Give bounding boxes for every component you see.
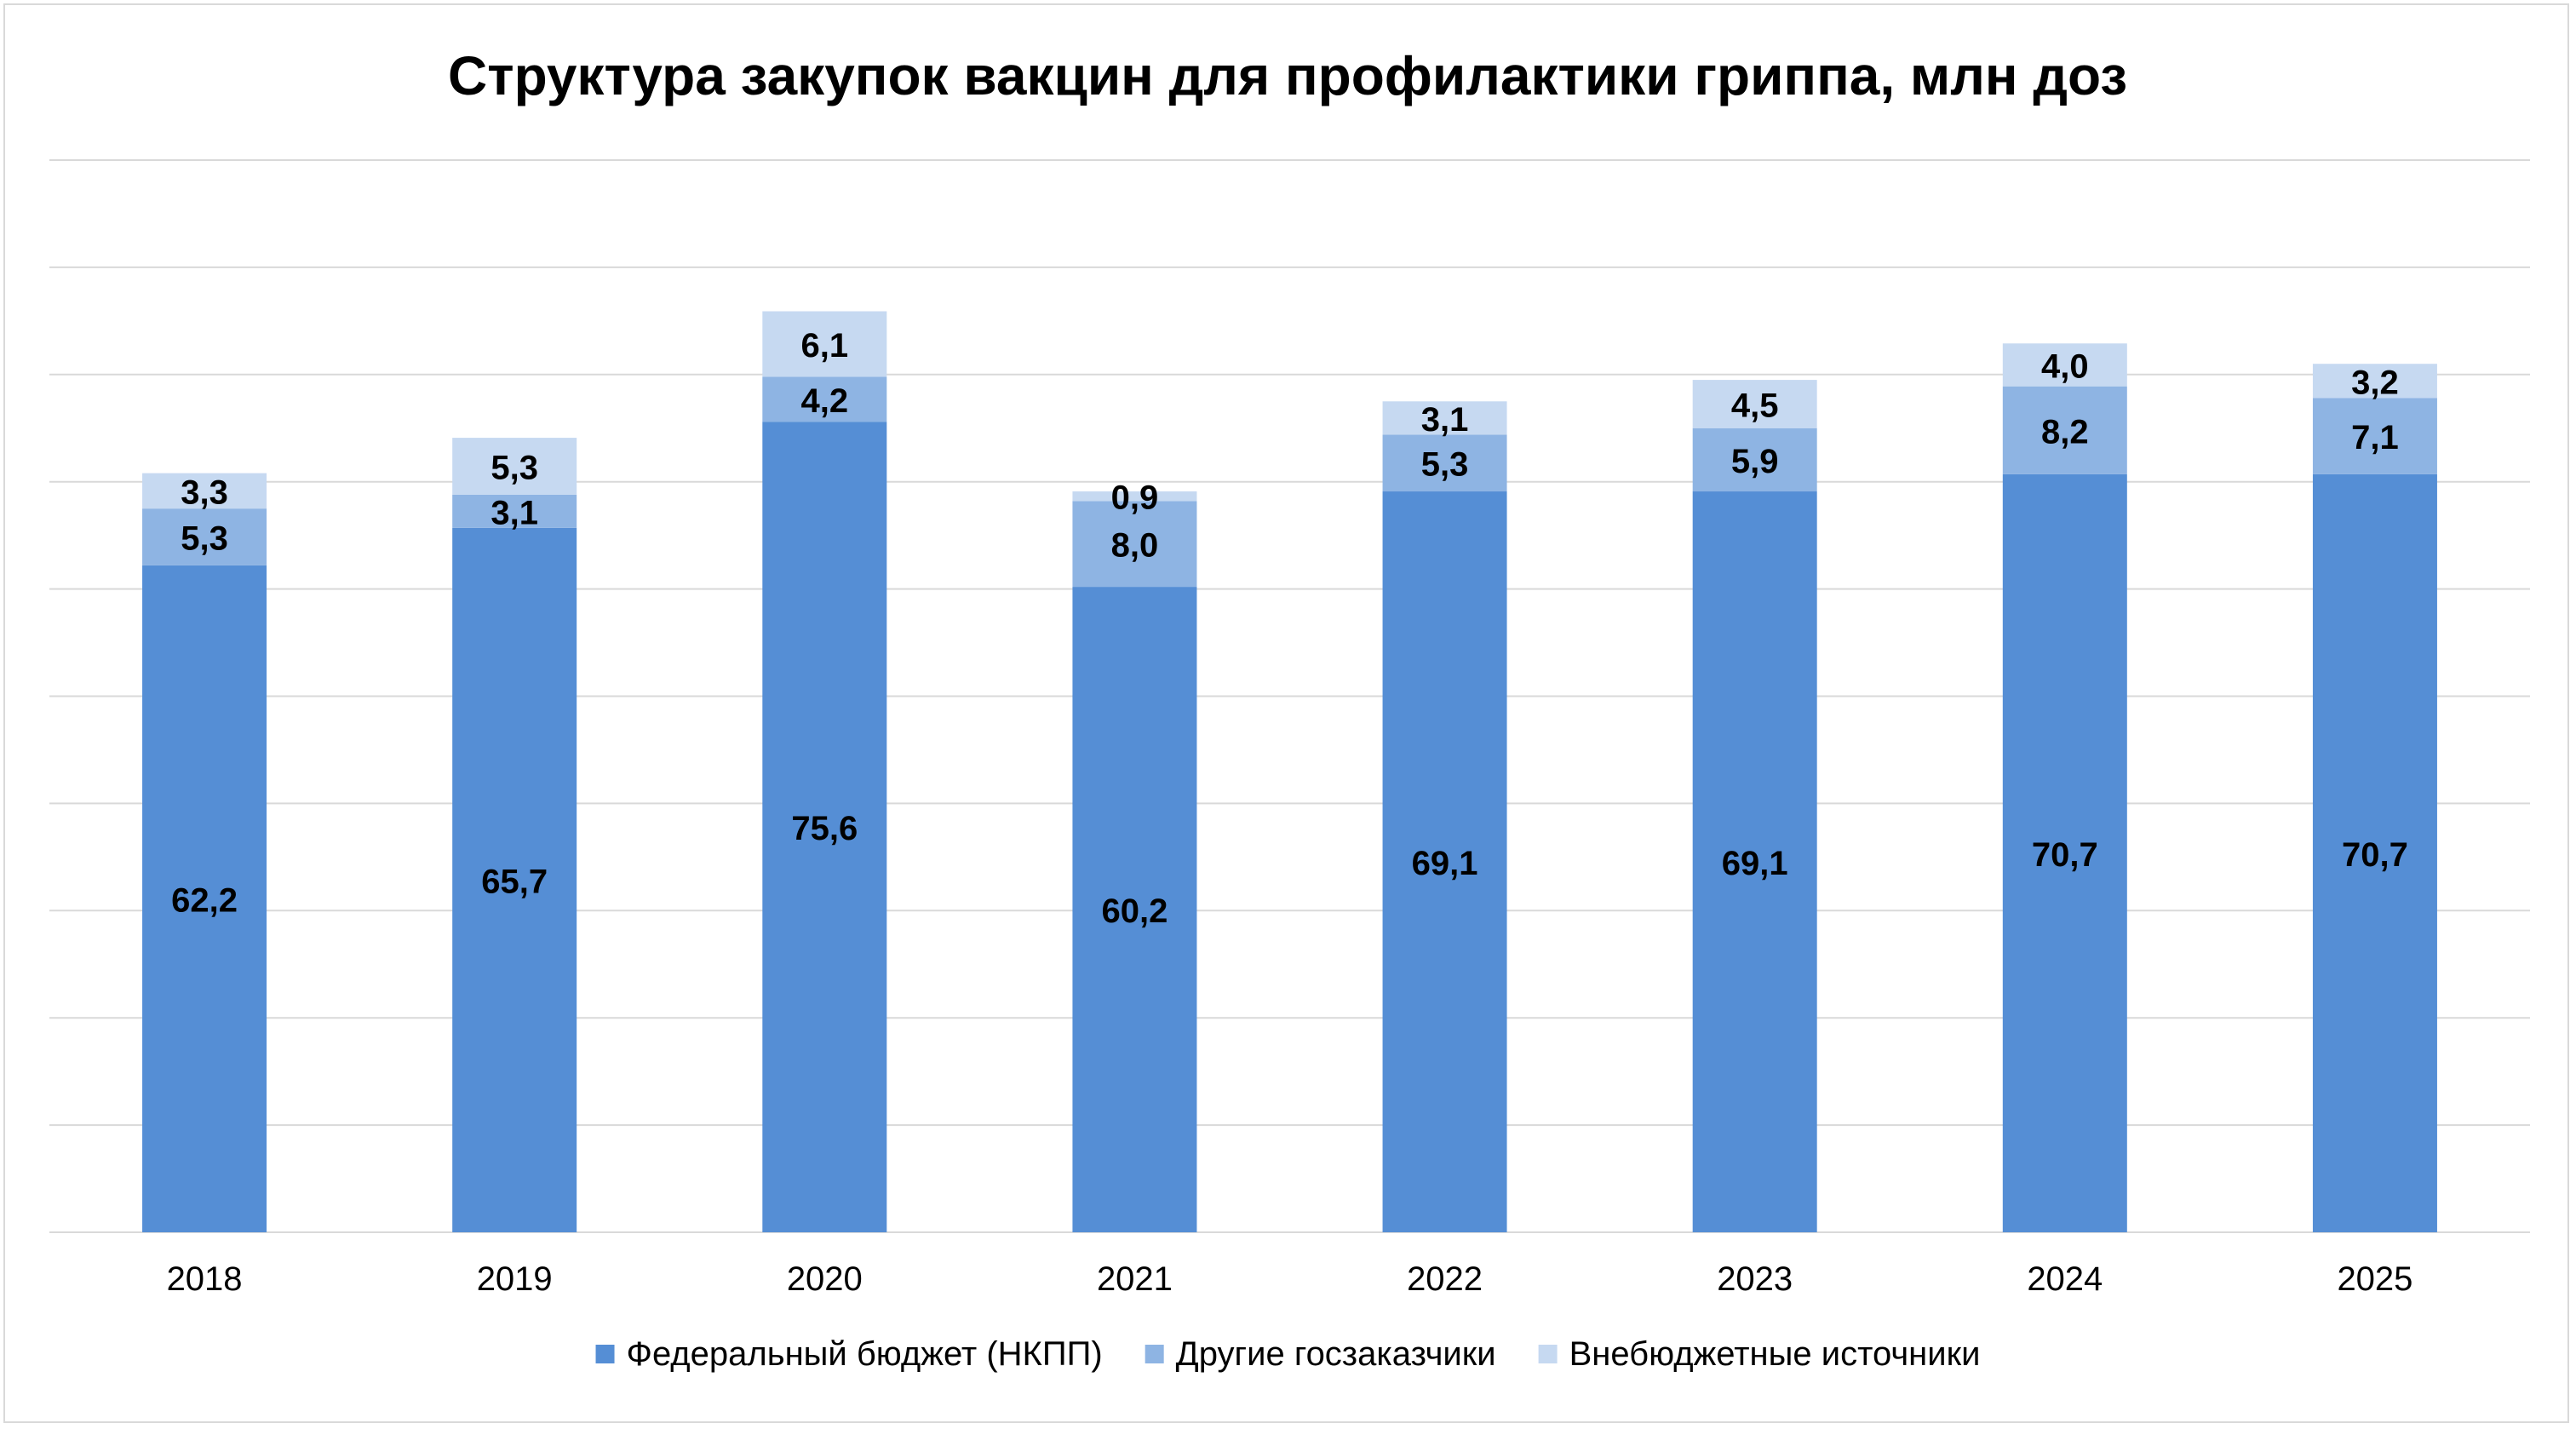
x-tick-label: 2019 (477, 1260, 553, 1298)
data-labels: 62,2 5,3 3,3 65,7 3,1 5,3 75,6 4,2 6,1 60,2 8,0 0,9… (171, 327, 2408, 930)
x-tick-label: 2021 (1097, 1260, 1173, 1298)
legend-label: Федеральный бюджет (НКПП) (627, 1335, 1103, 1373)
data-label: 5,3 (1421, 446, 1469, 484)
data-label: 69,1 (1412, 845, 1478, 882)
legend-label: Другие госзаказчики (1176, 1335, 1496, 1373)
data-label: 70,7 (2032, 836, 2098, 874)
bar-segment (1072, 491, 1197, 502)
data-label: 3,2 (2351, 364, 2399, 401)
data-label: 3,3 (181, 473, 228, 511)
bar-segment (1072, 501, 1197, 588)
x-tick-label: 2025 (2337, 1260, 2412, 1298)
bar-segment (2312, 364, 2437, 399)
data-label: 3,1 (491, 494, 538, 531)
chart-title: Структура закупок вакцин для профилактик… (448, 45, 2127, 106)
legend-item: Другие госзаказчики (1145, 1335, 1496, 1373)
bar-segment (2002, 386, 2127, 474)
data-label: 4,2 (801, 382, 849, 420)
data-label: 7,1 (2351, 419, 2399, 456)
bar-segment (1072, 587, 1197, 1232)
data-label: 5,3 (181, 520, 228, 558)
data-label: 6,1 (801, 327, 849, 364)
legend-swatch (1145, 1345, 1164, 1363)
bar-segment (1692, 491, 1817, 1232)
data-label: 3,1 (1421, 401, 1469, 439)
data-label: 8,0 (1111, 527, 1159, 565)
legend-item: Федеральный бюджет (НКПП) (595, 1335, 1103, 1373)
x-tick-label: 2024 (2027, 1260, 2103, 1298)
gridlines (49, 159, 2530, 1233)
bar-segment (762, 422, 887, 1232)
x-tick-label: 2018 (167, 1260, 243, 1298)
legend-swatch (1538, 1345, 1558, 1363)
bar-segment (142, 508, 267, 565)
bar-segment (2002, 343, 2127, 387)
legend-item: Внебюджетные источники (1538, 1335, 1981, 1373)
bar-segment (1692, 428, 1817, 492)
bar-segment (762, 311, 887, 377)
bar-segment (1382, 491, 1507, 1232)
chart-frame: Структура закупок вакцин для профилактик… (3, 3, 2569, 1423)
data-label: 4,5 (1731, 387, 1779, 424)
data-label: 70,7 (2342, 836, 2408, 874)
x-tick-label: 2022 (1407, 1260, 1483, 1298)
bar-segment (142, 473, 267, 509)
bar-segment (762, 376, 887, 422)
data-label: 60,2 (1102, 892, 1168, 930)
legend: Федеральный бюджет (НКПП) Другие госзаказ… (595, 1335, 1981, 1373)
bar-segment (142, 565, 267, 1232)
x-tick-label: 2020 (787, 1260, 863, 1298)
bar-segment (1382, 434, 1507, 492)
bar-segment (2312, 473, 2437, 1232)
legend-label: Внебюджетные источники (1569, 1335, 1981, 1373)
data-label: 69,1 (1722, 845, 1788, 882)
data-label: 8,2 (2041, 413, 2089, 451)
data-label: 75,6 (791, 810, 858, 847)
data-label: 4,0 (2041, 347, 2089, 385)
data-label: 62,2 (171, 881, 238, 919)
bar-segment (452, 494, 577, 528)
bar-segment (1692, 380, 1817, 428)
data-label: 5,3 (491, 449, 538, 486)
bar-segment (2312, 398, 2437, 474)
data-label: 65,7 (481, 863, 548, 900)
stacked-bar-chart: Структура закупок вакцин для профилактик… (49, 45, 2530, 1373)
data-label: 0,9 (1111, 479, 1159, 517)
data-label: 5,9 (1731, 443, 1779, 480)
x-axis-tick-labels: 2018 2019 2020 2021 2022 2023 2024 2025 (167, 1260, 2413, 1298)
bar-segment (452, 438, 577, 495)
bars (142, 311, 2437, 1232)
bar-segment (1382, 401, 1507, 435)
legend-swatch (595, 1345, 615, 1363)
bar-segment (452, 527, 577, 1232)
bar-segment (2002, 473, 2127, 1232)
x-tick-label: 2023 (1717, 1260, 1793, 1298)
